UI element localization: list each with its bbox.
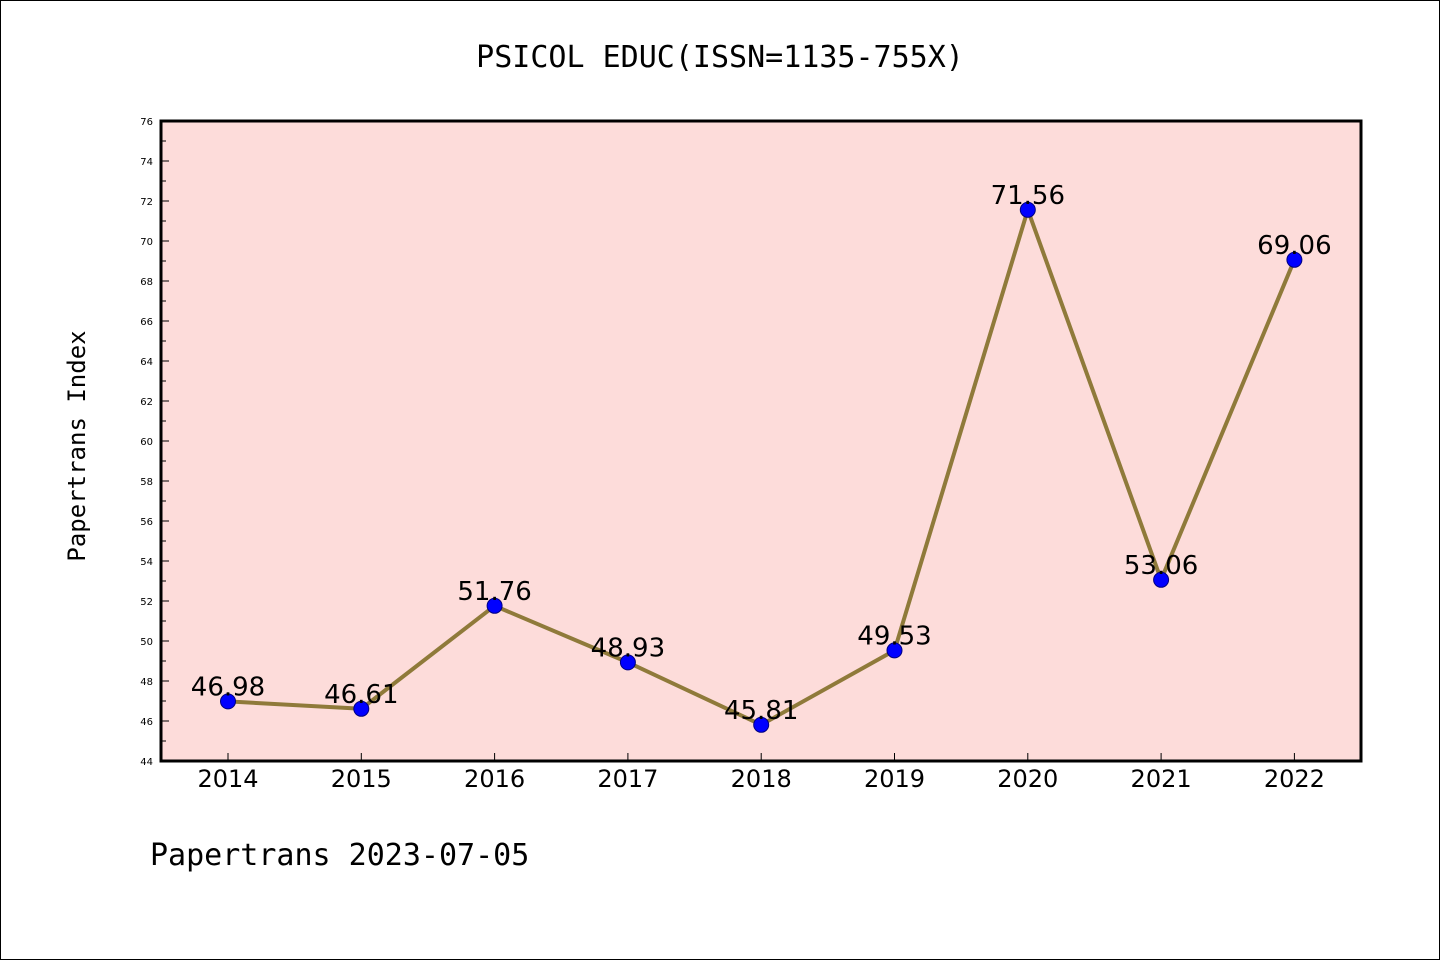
x-tick-label: 2015 <box>331 765 392 793</box>
data-point <box>220 693 236 710</box>
y-tick-label: 68 <box>140 277 153 288</box>
y-tick-label: 70 <box>140 237 153 248</box>
data-point <box>619 654 636 671</box>
y-tick-label: 56 <box>140 517 153 528</box>
y-axis-label: Papertrans Index <box>63 330 91 561</box>
data-label: 71.56 <box>991 181 1065 211</box>
y-tick-label: 72 <box>140 197 153 208</box>
data-point <box>353 700 370 717</box>
data-label: 46.61 <box>324 680 398 710</box>
y-tick-label: 46 <box>140 717 153 728</box>
x-tick-label: 2022 <box>1264 765 1325 793</box>
data-label: 48.93 <box>591 633 665 663</box>
chart-title: PSICOL EDUC(ISSN=1135-755X) <box>476 40 964 75</box>
data-point <box>886 642 903 659</box>
data-label: 45.81 <box>724 696 798 726</box>
y-tick-label: 60 <box>140 437 153 448</box>
series-markers <box>220 201 1303 733</box>
y-tick-label: 58 <box>140 477 153 488</box>
data-point <box>486 597 503 614</box>
footer-date: Papertrans 2023-07-05 <box>150 838 529 873</box>
data-label: 69.06 <box>1257 231 1331 261</box>
data-point <box>1153 571 1170 588</box>
data-label: 53.06 <box>1124 551 1198 581</box>
data-point <box>1019 201 1036 218</box>
data-point <box>1286 251 1303 268</box>
y-tick-label: 48 <box>140 677 153 688</box>
y-tick-label: 64 <box>140 357 153 368</box>
y-tick-label: 76 <box>140 117 153 128</box>
data-label: 49.53 <box>857 621 931 651</box>
plot-frame <box>159 119 1363 763</box>
x-tick-label: 2019 <box>864 765 925 793</box>
data-label: 46.98 <box>191 672 265 702</box>
x-tick-label: 2020 <box>997 765 1058 793</box>
x-tick-label: 2018 <box>731 765 792 793</box>
data-labels: 46.98 46.61 51.76 48.93 45.81 49.53 71.56 53.06… <box>191 181 1332 726</box>
y-tick-label: 50 <box>140 637 153 648</box>
data-label: 51.76 <box>457 577 531 607</box>
x-tick-label: 2014 <box>197 765 258 793</box>
y-tick-label: 66 <box>140 317 153 328</box>
x-tick-label: 2021 <box>1131 765 1192 793</box>
y-tick-label: 62 <box>140 397 153 408</box>
y-tick-label: 74 <box>140 157 153 168</box>
y-tick-label: 44 <box>140 757 153 768</box>
y-tick-label: 54 <box>140 557 153 568</box>
x-tick-label: 2016 <box>464 765 525 793</box>
x-tick-label: 2017 <box>597 765 658 793</box>
x-axis: 2014 2015 2016 2017 2018 2019 2020 2021 2022 <box>197 753 1325 793</box>
data-point <box>753 716 770 733</box>
y-tick-label: 52 <box>140 597 153 608</box>
plot-area <box>161 121 1361 761</box>
